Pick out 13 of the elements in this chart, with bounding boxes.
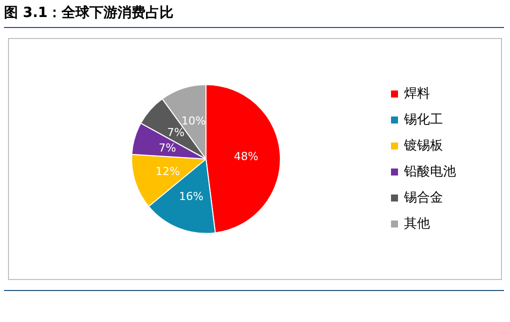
legend-label: 锡合金 — [403, 190, 443, 206]
chart-title: 图 3.1：全球下游消费占比 — [4, 4, 504, 28]
data-label: 7% — [167, 126, 185, 139]
legend-label: 锡化工 — [403, 112, 443, 128]
data-label: 7% — [158, 141, 176, 154]
data-label: 48% — [234, 150, 258, 163]
data-label: 10% — [181, 114, 206, 128]
data-label: 16% — [178, 190, 204, 203]
legend-label: 镀锡板 — [403, 138, 443, 154]
legend-label: 其他 — [404, 216, 430, 232]
data-label: 12% — [156, 164, 180, 178]
legend-label: 铅酸电池 — [403, 164, 456, 180]
legend-label: 焊料 — [404, 86, 430, 102]
